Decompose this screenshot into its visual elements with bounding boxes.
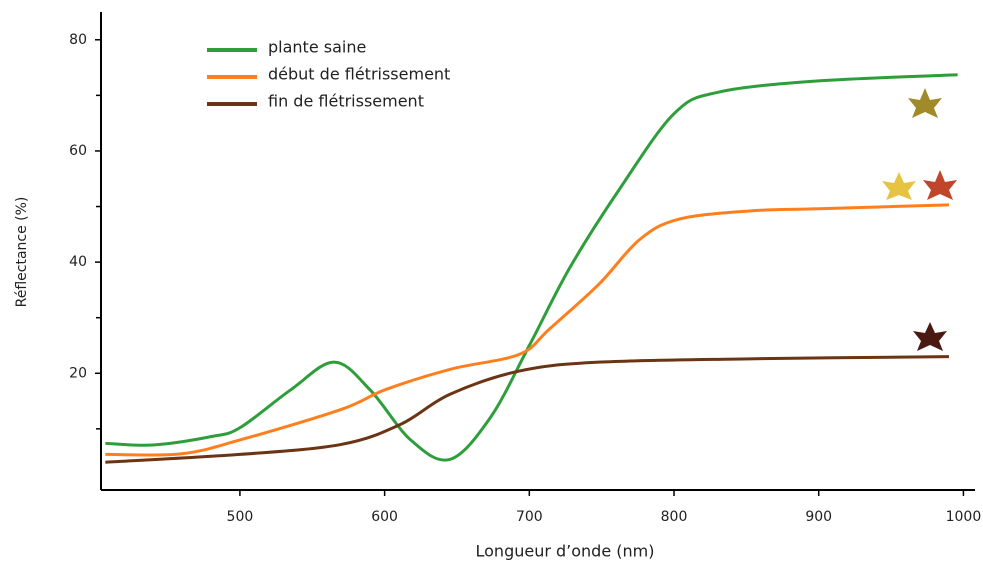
- x-tick-label: 600: [371, 509, 398, 525]
- y-tick-label: 80: [69, 32, 87, 48]
- y-axis-label: Réflectance (%): [14, 197, 30, 308]
- series-line: [105, 355, 949, 464]
- y-tick-label: 20: [69, 365, 87, 381]
- legend-label: début de flétrissement: [268, 65, 450, 84]
- legend-label: plante saine: [268, 38, 366, 57]
- x-tick-label: 1000: [946, 509, 982, 525]
- series-line: [105, 203, 949, 457]
- leaf-icons: [882, 88, 957, 351]
- y-tick-label: 60: [69, 143, 87, 159]
- x-axis-label: Longueur d’onde (nm): [476, 542, 655, 561]
- y-tick-label: 40: [69, 254, 87, 270]
- legend-label: fin de flétrissement: [268, 92, 424, 111]
- x-tick-label: 900: [805, 509, 832, 525]
- x-tick-label: 700: [516, 509, 543, 525]
- series-line: [105, 73, 958, 462]
- x-tick-label: 500: [227, 509, 254, 525]
- x-tick-label: 800: [661, 509, 688, 525]
